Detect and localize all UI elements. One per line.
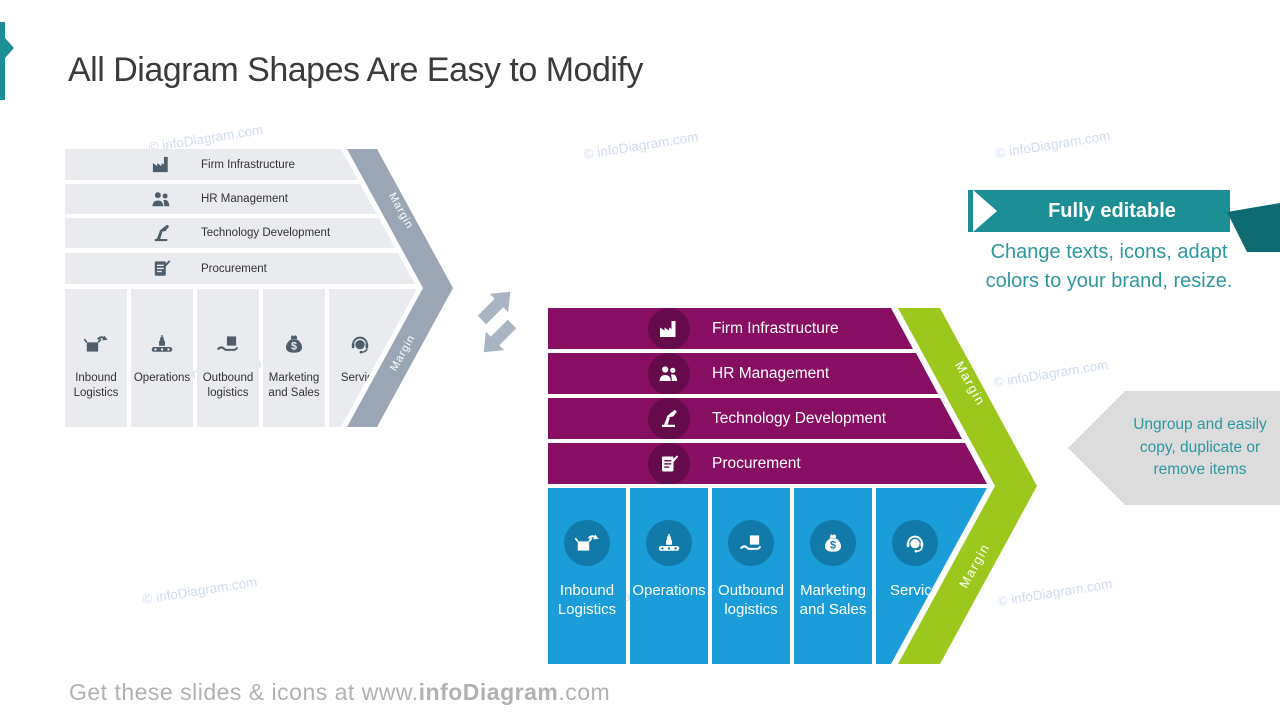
primary-column-marketing-and-sales: Marketing and Sales — [794, 488, 872, 664]
support-row-technology-development: Technology Development — [65, 218, 395, 248]
hand-box-icon — [215, 331, 241, 357]
conveyor-icon — [149, 331, 175, 357]
row-label: Firm Infrastructure — [712, 319, 839, 337]
support-row-procurement: Procurement — [65, 253, 415, 284]
watermark: © infoDiagram.com — [582, 129, 700, 162]
box-arrow-icon — [574, 530, 600, 556]
column-label: Inbound Logistics — [73, 372, 119, 399]
row-label: Procurement — [712, 454, 801, 472]
column-label: Service — [889, 582, 941, 599]
value-chain-diagram-gray: Margin Margin Firm Infrastructure HR Man… — [65, 149, 465, 427]
ribbon-title: Fully editable — [1048, 199, 1176, 222]
robot-arm-icon — [657, 407, 681, 431]
primary-column-outbound-logistics: Outbound logistics — [197, 289, 259, 427]
support-row-firm-infrastructure: Firm Infrastructure — [548, 308, 913, 349]
checklist-icon — [150, 257, 173, 280]
column-label: Inbound Logistics — [557, 582, 617, 618]
column-label: Operations — [133, 372, 191, 384]
headset-icon — [902, 530, 928, 556]
footer-prefix: Get these slides & icons at www. — [69, 679, 419, 705]
watermark: © infoDiagram.com — [994, 128, 1112, 161]
hand-box-icon — [738, 530, 764, 556]
primary-column-outbound-logistics: Outbound logistics — [712, 488, 790, 664]
conveyor-icon — [656, 530, 682, 556]
money-bag-icon — [820, 530, 846, 556]
support-row-hr-management: HR Management — [65, 184, 377, 214]
ungroup-callout-text: Ungroup and easily copy, duplicate or re… — [1133, 416, 1267, 479]
column-label: Marketing and Sales — [268, 372, 320, 399]
row-label: Firm Infrastructure — [201, 158, 295, 171]
factory-icon — [657, 317, 681, 341]
fully-editable-ribbon: Fully editable — [968, 190, 1230, 232]
row-label: HR Management — [201, 193, 288, 205]
row-label: Technology Development — [712, 409, 887, 427]
robot-arm-icon — [150, 222, 173, 245]
title-accent-chevron — [0, 22, 14, 100]
people-icon — [657, 362, 681, 386]
factory-icon — [150, 153, 173, 176]
fully-editable-note: Change texts, icons, adapt colors to you… — [985, 241, 1233, 292]
column-label: Marketing and Sales — [799, 582, 867, 618]
ungroup-callout-arrow: Ungroup and easily copy, duplicate or re… — [1068, 391, 1280, 505]
money-bag-icon — [281, 331, 307, 357]
primary-column-inbound-logistics: Inbound Logistics — [65, 289, 127, 427]
primary-column-inbound-logistics: Inbound Logistics — [548, 488, 626, 664]
headset-icon — [347, 331, 373, 357]
page-title: All Diagram Shapes Are Easy to Modify — [68, 50, 643, 89]
primary-column-marketing-and-sales: Marketing and Sales — [263, 289, 325, 427]
box-arrow-icon — [83, 331, 109, 357]
people-icon — [150, 188, 173, 211]
footer: Get these slides & icons at www.infoDiag… — [69, 679, 610, 706]
primary-column-operations: Operations — [131, 289, 193, 427]
column-label: Operations — [632, 582, 706, 599]
column-label: Outbound logistics — [202, 372, 254, 399]
support-row-hr-management: HR Management — [548, 353, 938, 394]
support-row-technology-development: Technology Development — [548, 398, 962, 439]
row-label: HR Management — [712, 364, 830, 382]
primary-column-operations: Operations — [630, 488, 708, 664]
column-label: Outbound logistics — [718, 582, 784, 618]
footer-brand: infoDiagram — [418, 679, 559, 705]
support-row-procurement: Procurement — [548, 443, 987, 484]
row-label: Technology Development — [201, 227, 331, 239]
value-chain-diagram-color: Margin Margin Firm Infrastructure HR Man… — [548, 308, 1048, 664]
swap-arrows-icon — [477, 291, 517, 353]
watermark: © infoDiagram.com — [141, 574, 259, 607]
checklist-icon — [657, 452, 681, 476]
footer-suffix: .com — [558, 679, 611, 705]
support-row-firm-infrastructure: Firm Infrastructure — [65, 149, 358, 180]
row-label: Procurement — [201, 262, 267, 275]
